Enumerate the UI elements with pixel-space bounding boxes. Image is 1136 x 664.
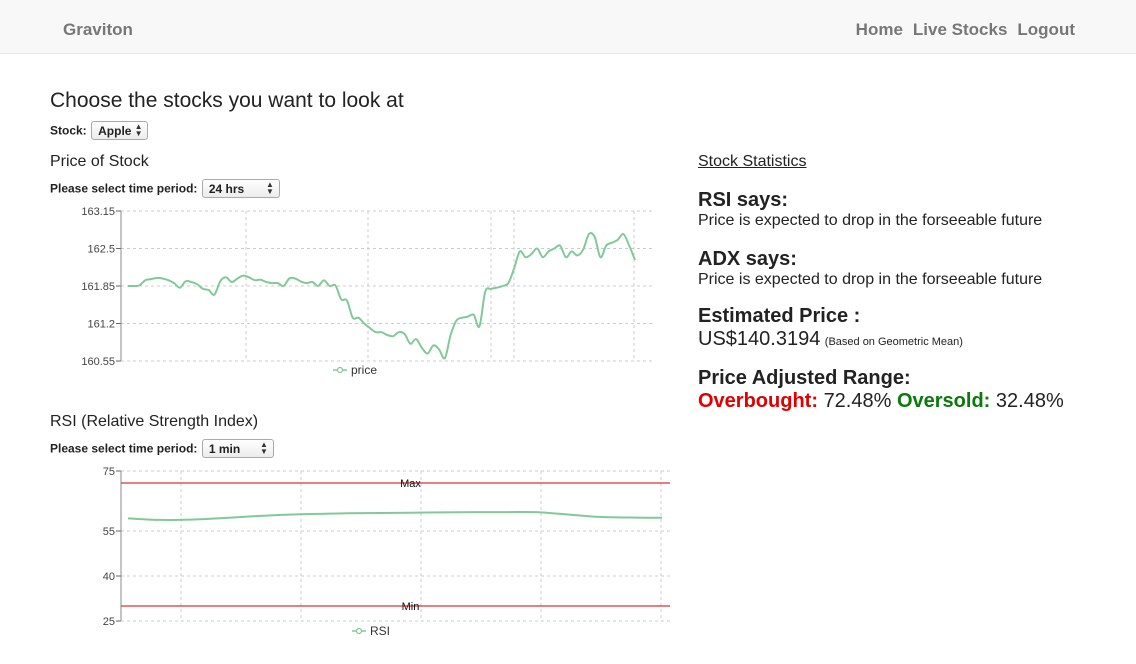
stats-heading[interactable]: Stock Statistics [698, 153, 807, 170]
y-tick-label: 161.85 [81, 281, 115, 293]
stock-statistics-panel: Stock Statistics RSI says: Price is expe… [698, 153, 1118, 413]
estimated-price-row: US$140.3194 (Based on Geometric Mean) [698, 328, 1118, 351]
estimated-price-value: US$140.3194 [698, 328, 821, 350]
stock-select-value: Apple [98, 124, 132, 138]
select-updown-icon: ▲ ▼ [259, 440, 268, 456]
rsi-period-row: Please select time period: 1 min ▲ ▼ [50, 439, 274, 458]
legend-label-price: price [351, 363, 377, 377]
nav-logout-link[interactable]: Logout [1017, 20, 1075, 39]
y-tick-label: 163.15 [81, 206, 115, 218]
y-tick-label: 75 [103, 466, 115, 478]
estimated-price-heading: Estimated Price : [698, 305, 861, 327]
price-range-heading: Price Adjusted Range: [698, 367, 911, 389]
threshold-label-min: Min [402, 601, 420, 613]
oversold-label: Oversold: [896, 390, 991, 412]
price-period-label: Please select time period: [50, 181, 198, 196]
series-line-price [127, 232, 636, 360]
nav-live-stocks-link[interactable]: Live Stocks [912, 20, 1008, 39]
overbought-value: 72.48% [823, 390, 892, 412]
nav-links: Home Live Stocks Logout [856, 20, 1075, 40]
price-period-row: Please select time period: 24 hrs ▲ ▼ [50, 179, 280, 198]
y-tick-label: 162.5 [87, 244, 115, 256]
rsi-period-select[interactable]: 1 min ▲ ▼ [201, 439, 274, 458]
page-title: Choose the stocks you want to look at [50, 89, 404, 112]
adx-says-text: Price is expected to drop in the forseea… [698, 271, 1043, 288]
rsi-says-text: Price is expected to drop in the forseea… [698, 212, 1043, 229]
brand-link[interactable]: Graviton [63, 20, 133, 39]
stock-selector-row: Stock: Apple ▲ ▼ [50, 121, 149, 140]
rsi-period-value: 1 min [208, 442, 241, 456]
threshold-label-max: Max [400, 478, 421, 490]
legend-label-rsi: RSI [370, 624, 390, 638]
estimated-price-note: (Based on Geometric Mean) [824, 336, 963, 348]
rsi-says-heading: RSI says: [698, 189, 789, 211]
rsi-chart: 75 55 40 25 Max Min RSI [103, 466, 670, 638]
y-tick-label: 161.2 [87, 319, 115, 331]
y-tick-label: 25 [103, 616, 115, 628]
nav-home-link[interactable]: Home [855, 20, 903, 39]
price-period-value: 24 hrs [208, 182, 245, 196]
price-period-select[interactable]: 24 hrs ▲ ▼ [201, 179, 280, 198]
rsi-period-label: Please select time period: [50, 441, 198, 456]
legend-swatch-marker [355, 627, 363, 635]
price-chart-title: Price of Stock [50, 153, 149, 170]
y-tick-label: 160.55 [81, 356, 115, 368]
adx-says-heading: ADX says: [698, 248, 797, 270]
stock-label: Stock: [50, 123, 87, 138]
select-updown-icon: ▲ ▼ [265, 180, 274, 196]
overbought-label: Overbought: [698, 390, 818, 412]
price-chart: 163.15 162.5 161.85 161.2 160.55 price [81, 206, 653, 377]
stock-select[interactable]: Apple ▲ ▼ [91, 121, 149, 140]
series-line-rsi [127, 510, 663, 521]
legend-swatch-marker [336, 366, 344, 374]
select-updown-icon: ▲ ▼ [134, 122, 143, 138]
price-range-row: Overbought: 72.48% Oversold: 32.48% [698, 390, 1118, 413]
oversold-value: 32.48% [995, 390, 1064, 412]
navbar: Graviton Home Live Stocks Logout [0, 0, 1136, 54]
y-tick-label: 40 [103, 571, 115, 583]
y-tick-label: 55 [103, 526, 115, 538]
rsi-chart-title: RSI (Relative Strength Index) [50, 413, 259, 430]
